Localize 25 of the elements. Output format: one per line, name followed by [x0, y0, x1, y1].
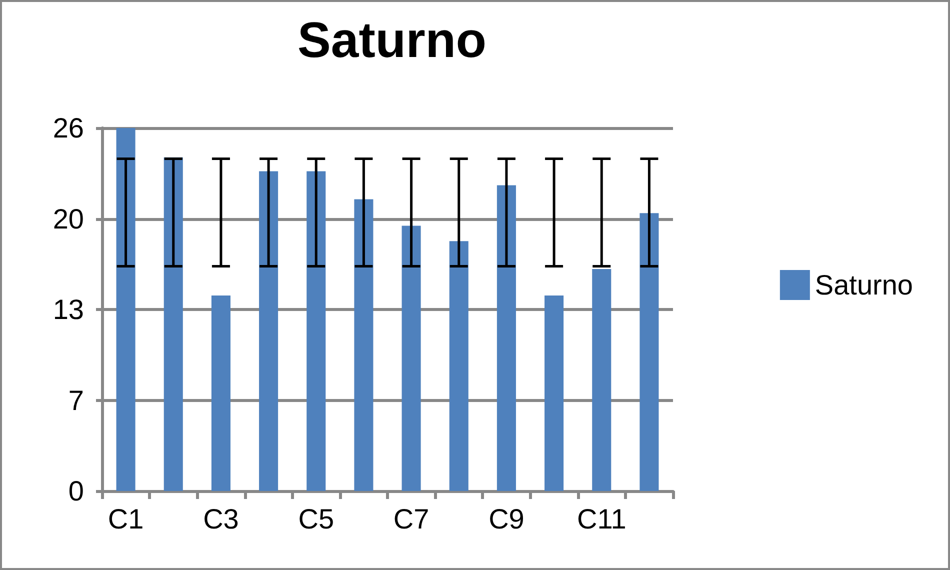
chart-title: Saturno	[298, 12, 486, 68]
bar	[592, 269, 612, 491]
bar	[306, 171, 326, 491]
y-tick-label: 13	[52, 294, 84, 325]
y-tick-label: 20	[52, 203, 84, 234]
bar	[164, 157, 183, 491]
y-tick-label: 0	[68, 476, 84, 506]
bar	[211, 296, 230, 491]
bar	[544, 296, 564, 491]
bar	[402, 226, 421, 491]
y-tick-label: 26	[52, 112, 84, 144]
x-tick-label: C1	[108, 504, 144, 534]
x-tick-label: C9	[488, 504, 524, 534]
bar	[116, 128, 136, 491]
legend-label: Saturno	[814, 270, 914, 300]
x-tick-label: C5	[298, 504, 334, 534]
y-tick-label: 7	[68, 384, 84, 416]
x-tick-label: C7	[393, 504, 430, 534]
bar	[640, 213, 659, 491]
bar	[449, 241, 468, 491]
bar	[496, 185, 516, 491]
x-tick-label: C3	[203, 504, 239, 534]
bar	[354, 199, 374, 491]
x-tick-label: C11	[576, 504, 626, 534]
bar	[259, 171, 278, 491]
